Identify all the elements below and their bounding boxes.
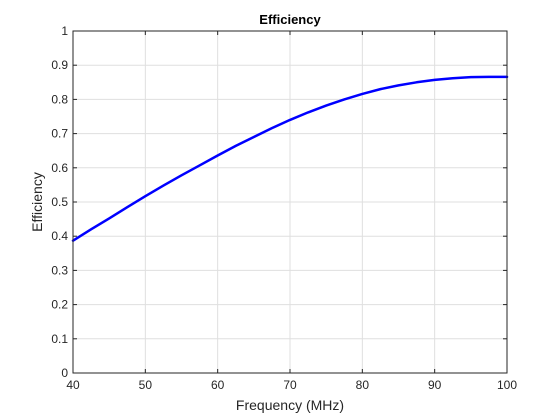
tick-labels: 40 50 60 70 80 90 100 0 0.1 0.2 0.3 0.4 0.5 0.6 0.7 0.8… [51, 24, 517, 392]
x-tick-label: 100 [497, 378, 517, 392]
y-tick-label: 0.8 [51, 92, 68, 106]
y-tick-label: 0.6 [51, 161, 68, 175]
y-tick-label: 0.9 [51, 58, 68, 72]
y-tick-label: 0.7 [51, 127, 68, 141]
y-tick-label: 0.4 [51, 229, 68, 243]
x-tick-label: 60 [211, 378, 225, 392]
y-tick-label: 0.3 [51, 263, 68, 277]
tick-marks [72, 30, 508, 374]
x-tick-label: 80 [356, 378, 370, 392]
y-tick-label: 0.5 [51, 195, 68, 209]
x-tick-label: 90 [428, 378, 442, 392]
y-tick-label: 0 [61, 366, 68, 380]
x-axis-label: Frequency (MHz) [236, 397, 344, 413]
y-tick-label: 1 [61, 24, 68, 38]
series-layer [71, 75, 509, 242]
y-tick-label: 0.1 [51, 332, 68, 346]
x-tick-label: 40 [66, 378, 80, 392]
y-axis-label: Efficiency [29, 172, 45, 232]
efficiency-line [71, 75, 509, 242]
y-tick-label: 0.2 [51, 298, 68, 312]
chart-title: Efficiency [259, 12, 321, 27]
x-tick-label: 70 [283, 378, 297, 392]
x-tick-label: 50 [139, 378, 153, 392]
